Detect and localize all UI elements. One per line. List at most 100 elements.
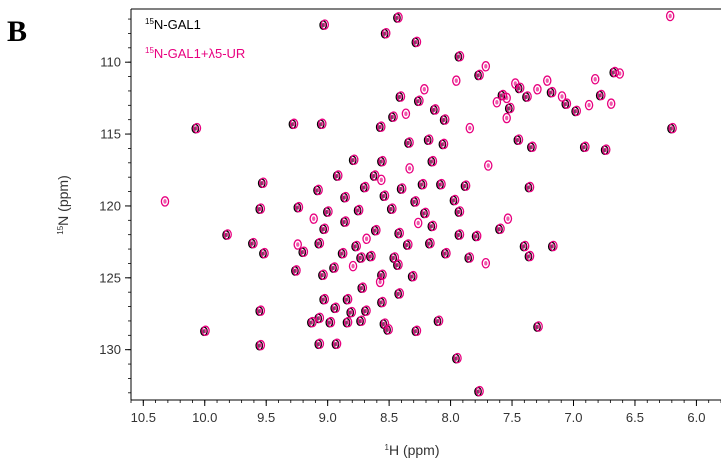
- peak-core: [423, 210, 428, 216]
- peak-core: [334, 305, 338, 311]
- peak-core: [575, 108, 579, 114]
- peak-core: [535, 87, 540, 92]
- peak-core: [396, 262, 401, 267]
- peak-contour: [315, 338, 325, 349]
- legend-gal1-label: N-GAL1: [154, 17, 201, 32]
- peak-contour: [543, 75, 552, 86]
- peak-core: [484, 64, 488, 69]
- peak-core: [400, 186, 404, 191]
- x-axis-ticks: 10.5 10.0 9.5 9.0 8.5 8.0 7.5 7.0 6.5 6.0: [130, 400, 721, 425]
- peak-core: [261, 180, 265, 186]
- peak-contour: [502, 112, 511, 124]
- peak-contour: [395, 288, 405, 299]
- legend-gal1-ur-label: N-GAL1+λ5-UR: [154, 46, 245, 61]
- peak-core: [421, 181, 425, 187]
- peak-contour: [425, 134, 434, 145]
- peak-core: [431, 223, 435, 229]
- peak-core: [393, 255, 397, 260]
- y-tick-label: 125: [99, 270, 121, 285]
- peak-contour: [439, 138, 449, 150]
- x-tick-label: 6.5: [626, 410, 644, 425]
- y-axis-label-text: N (ppm): [55, 175, 71, 226]
- peak-contour: [384, 324, 393, 335]
- panel-label: B: [7, 15, 27, 48]
- peak-contour: [452, 75, 461, 86]
- y-tick-label: 110: [100, 55, 121, 70]
- peak-contour: [289, 118, 299, 130]
- peak-core: [360, 255, 364, 260]
- peak-core: [583, 144, 587, 150]
- peak-core: [618, 71, 622, 76]
- peak-core: [387, 327, 391, 332]
- peak-core: [363, 184, 367, 190]
- peak-contour: [481, 61, 491, 72]
- x-tick-label: 7.0: [564, 410, 582, 425]
- peak-contour: [201, 325, 210, 337]
- peak-core: [427, 137, 431, 142]
- peak-core: [528, 253, 532, 259]
- peak-core: [537, 324, 541, 329]
- peak-contour: [455, 50, 465, 62]
- peak-core: [458, 209, 462, 214]
- peak-contour: [428, 220, 438, 232]
- peak-contour: [581, 141, 590, 153]
- peak-contour: [465, 122, 475, 134]
- peak-core: [416, 220, 420, 226]
- peak-contour: [455, 206, 465, 217]
- peak-contour: [320, 223, 330, 234]
- peak-contour: [249, 237, 258, 249]
- peak-core: [599, 92, 603, 98]
- peak-contour: [332, 338, 342, 349]
- peak-core: [417, 98, 422, 104]
- series-gal1: [191, 13, 675, 397]
- peak-core: [530, 144, 535, 150]
- peak-core: [390, 206, 395, 211]
- peak-contour: [461, 180, 471, 191]
- peak-contour: [602, 144, 611, 155]
- peak-contour: [492, 96, 502, 108]
- peak-contour: [372, 224, 381, 236]
- peak-core: [344, 219, 348, 224]
- peak-contour: [396, 91, 406, 102]
- x-tick-label: 8.5: [380, 410, 398, 425]
- peak-core: [360, 318, 364, 324]
- peak-core: [671, 125, 675, 131]
- peak-core: [378, 279, 382, 285]
- x-tick-label: 8.0: [442, 410, 460, 425]
- peak-contour: [472, 230, 482, 242]
- peak-contour: [318, 118, 327, 130]
- peak-contour: [610, 66, 620, 78]
- peak-contour: [380, 190, 390, 201]
- peak-core: [508, 105, 513, 111]
- peak-contour: [434, 315, 444, 326]
- peak-contour: [362, 233, 371, 245]
- peak-core: [318, 240, 322, 246]
- peak-contour: [334, 170, 343, 181]
- peak-contour: [375, 276, 385, 288]
- peak-core: [292, 121, 296, 127]
- peak-core: [431, 158, 435, 164]
- peak-contour: [615, 68, 625, 79]
- peak-contour: [525, 250, 535, 262]
- peak-contour: [506, 102, 515, 114]
- legend-gal1-ur-superscript: 15: [145, 46, 154, 55]
- peak-contour: [308, 316, 317, 328]
- peak-contour: [562, 98, 572, 109]
- peak-core: [609, 101, 613, 106]
- peak-core: [310, 319, 315, 325]
- peak-contour: [361, 181, 370, 193]
- peak-contour: [426, 237, 435, 249]
- x-tick-label: 10.0: [192, 410, 217, 425]
- peak-contour: [584, 99, 594, 111]
- peak-core: [380, 299, 385, 305]
- peak-core: [320, 121, 324, 127]
- peak-core: [454, 78, 458, 83]
- peak-contour: [377, 174, 386, 186]
- peak-contour: [475, 385, 484, 397]
- peak-core: [352, 157, 356, 163]
- peak-contour: [320, 19, 330, 30]
- peak-contour: [412, 36, 422, 48]
- peak-contour: [350, 154, 359, 165]
- peak-contour: [314, 184, 323, 196]
- x-tick-label: 7.5: [503, 410, 521, 425]
